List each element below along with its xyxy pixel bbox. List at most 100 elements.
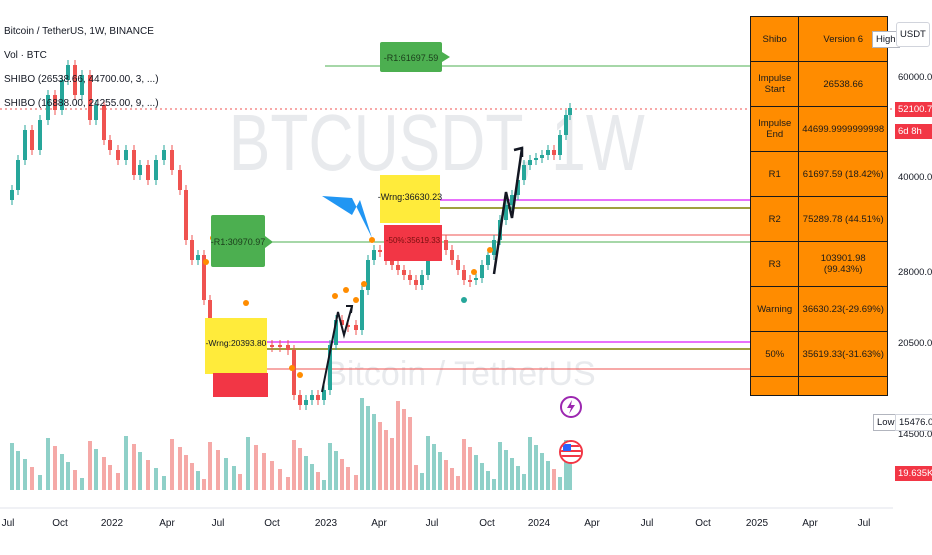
shibo-table: Shibo Version 6 Impulse Start 26538.66 Impul… <box>749 16 888 396</box>
volume-bar <box>23 459 27 490</box>
time-axis-label: Jul <box>641 518 654 529</box>
volume-bar <box>510 458 514 490</box>
candle-body <box>38 120 42 150</box>
table-row: 50% 35619.33(-31.63%) <box>749 331 888 377</box>
volume-bar <box>432 444 436 490</box>
volume-bar <box>254 445 258 490</box>
volume-bar <box>546 461 550 490</box>
shibo-legend-1[interactable]: SHIBO (26538.66, 44700.00, 3, ...) <box>4 74 159 85</box>
red-left-box[interactable] <box>213 373 268 397</box>
volume-bar <box>316 472 320 490</box>
price-tick-label: 60000.00 <box>895 70 932 85</box>
volume-bar <box>286 477 290 490</box>
candle-body <box>462 270 466 280</box>
symbol-title[interactable]: Bitcoin / TetherUS, 1W, BINANCE <box>4 26 154 37</box>
volume-bar <box>414 465 418 490</box>
candle-body <box>366 260 370 290</box>
volume-bar <box>480 463 484 490</box>
candle-body <box>108 140 112 150</box>
time-axis-label: Jul <box>212 518 225 529</box>
candle-body <box>298 395 302 405</box>
lightning-icon[interactable] <box>560 396 582 418</box>
candle-body <box>190 240 194 260</box>
candle-body <box>53 95 57 110</box>
table-row: R1 61697.59 (18.42%) <box>749 151 888 197</box>
volume-bar <box>558 477 562 490</box>
volume-bar <box>444 460 448 490</box>
signal-dot <box>487 247 493 253</box>
r1-left-text: -R1:30970.97 <box>211 237 266 247</box>
volume-bar <box>366 406 370 490</box>
currency-button[interactable]: USDT <box>896 22 930 47</box>
candle-body <box>450 250 454 260</box>
volume-bar <box>208 442 212 490</box>
volume-bar <box>390 438 394 490</box>
candle-body <box>420 275 424 285</box>
time-axis-label: Oct <box>264 518 280 529</box>
candle-body <box>16 160 20 190</box>
volume-bar <box>450 468 454 490</box>
r1-left-label[interactable]: -R1:30970.97 <box>211 215 273 267</box>
volume-bar <box>304 456 308 490</box>
candle-body <box>278 345 282 347</box>
candle-body <box>354 325 358 330</box>
table-label-cell: Impulse End <box>749 106 800 152</box>
candle-body <box>116 150 120 160</box>
volume-bar <box>298 448 302 490</box>
countdown-badge: 6d 8h <box>895 124 932 139</box>
r1-top-label[interactable]: -R1:61697.59 <box>380 42 450 72</box>
warning-left-label[interactable]: -Wrng:20393.80 <box>205 318 267 374</box>
red-top-box[interactable]: -50%:35619.33 <box>384 225 442 261</box>
volume-legend[interactable]: Vol · BTC <box>4 50 47 61</box>
candle-body <box>138 165 142 175</box>
table-row: Impulse End 44699.9999999998 <box>749 106 888 152</box>
volume-bar <box>154 468 158 490</box>
volume-bar <box>232 466 236 490</box>
volume-bar <box>162 476 166 490</box>
volume-bar <box>534 445 538 490</box>
volume-bar <box>322 480 326 490</box>
time-axis-label: 2024 <box>528 518 551 529</box>
candle-body <box>510 195 514 205</box>
candle-body <box>528 160 532 165</box>
volume-bar <box>16 451 20 490</box>
volume-bar <box>346 467 350 490</box>
volume-bar <box>402 409 406 490</box>
volume-bar <box>116 473 120 490</box>
table-row: R3 103901.98 (99.43%) <box>749 241 888 287</box>
volume-bar <box>53 446 57 490</box>
table-label-cell: R1 <box>749 151 800 197</box>
candle-body <box>558 135 562 155</box>
candle-body <box>516 180 520 195</box>
volume-bar <box>196 471 200 490</box>
candle-body <box>486 255 490 265</box>
volume-bar <box>426 436 430 490</box>
volume-bar <box>190 463 194 490</box>
candle-body <box>94 105 98 120</box>
us-flag-icon[interactable] <box>559 440 583 464</box>
time-axis[interactable]: Jul Oct 2022 Apr Jul Oct 2023 Apr Jul Oct 2024 Apr J… <box>2 518 871 529</box>
candle-body <box>426 255 430 275</box>
volume-bar <box>568 448 572 490</box>
volume-bar <box>38 475 42 490</box>
warning-top-text: -Wrng:36630.23 <box>378 192 442 202</box>
signal-dot <box>353 297 359 303</box>
volume-bar <box>334 451 338 490</box>
volume-bar <box>170 439 174 490</box>
volume-bar <box>246 437 250 490</box>
volume-bar <box>360 398 364 490</box>
volume-bar <box>146 460 150 490</box>
time-axis-label: 2022 <box>101 518 124 529</box>
volume-bar <box>498 442 502 490</box>
warning-top-label[interactable]: -Wrng:36630.23 <box>378 175 442 223</box>
candle-body <box>60 80 64 110</box>
table-label-cell: Shibo <box>749 16 800 62</box>
candle-body <box>414 280 418 285</box>
signal-dot <box>471 269 477 275</box>
warning-left-text: -Wrng:20393.80 <box>206 338 267 348</box>
shibo-legend-2[interactable]: SHIBO (16888.00, 24255.00, 9, ...) <box>4 98 159 109</box>
candle-body <box>552 150 556 155</box>
price-tick-label: 20500.00 <box>895 336 932 351</box>
